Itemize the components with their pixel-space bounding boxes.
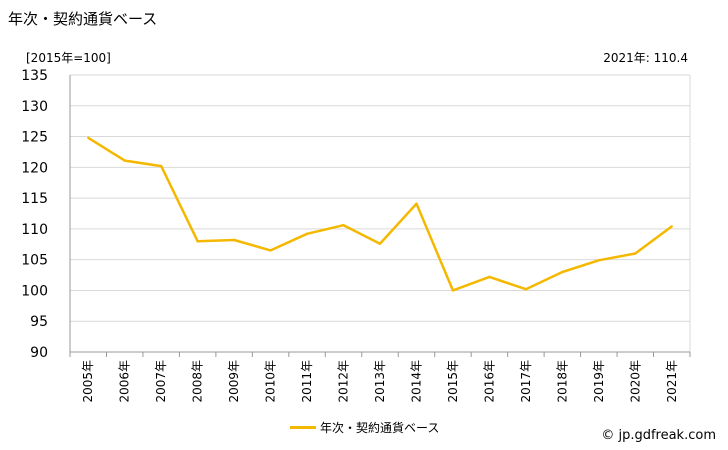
x-tick-label: 2012年 <box>337 360 351 403</box>
series-layer <box>87 136 673 292</box>
data-point <box>269 249 272 252</box>
data-point <box>451 289 455 292</box>
x-tick-label: 2013年 <box>373 360 387 403</box>
y-tick-label: 90 <box>30 345 48 361</box>
x-tick-label: 2019年 <box>592 360 606 403</box>
x-tick-label: 2009年 <box>227 360 241 403</box>
y-tick-label: 105 <box>21 253 48 269</box>
legend: 年次・契約通貨ベース <box>290 419 439 436</box>
x-tick-label: 2010年 <box>264 360 278 403</box>
data-point <box>159 164 163 168</box>
x-tick-label: 2018年 <box>555 360 569 403</box>
y-tick-label: 110 <box>21 222 48 238</box>
data-point <box>87 136 90 139</box>
data-point <box>378 242 382 245</box>
y-tick-label: 100 <box>21 283 48 299</box>
x-tick-label: 2014年 <box>409 360 423 403</box>
x-tick-label: 2005年 <box>81 360 95 403</box>
grid-lines <box>70 74 690 353</box>
x-tick-labels: 2005年 2006年 2007年 2008年 2009年 2010年 2011年 2012年… <box>81 360 679 403</box>
data-point <box>123 159 126 162</box>
x-tick-label: 2016年 <box>482 360 496 403</box>
x-tick-label: 2015年 <box>446 360 460 403</box>
unit-label: [2015年=100] <box>26 51 111 65</box>
y-tick-labels: 90 95 100 105 110 115 120 125 130 135 <box>21 68 48 361</box>
y-tick-label: 95 <box>30 314 48 330</box>
data-point <box>342 223 345 227</box>
y-tick-label: 115 <box>21 191 48 207</box>
data-point <box>305 232 309 236</box>
axes <box>69 75 691 357</box>
data-point <box>232 238 236 242</box>
data-point <box>561 270 564 274</box>
legend-swatch <box>290 426 316 429</box>
y-tick-label: 120 <box>21 160 48 176</box>
series-line <box>87 136 673 292</box>
x-tick-label: 2006年 <box>118 360 132 403</box>
legend-label: 年次・契約通貨ベース <box>320 421 440 435</box>
data-point <box>488 275 491 279</box>
data-point <box>415 202 418 205</box>
data-point <box>524 288 528 291</box>
data-point <box>670 225 673 228</box>
data-point <box>597 259 601 262</box>
y-tick-label: 130 <box>21 99 48 115</box>
x-tick-label: 2011年 <box>300 360 314 403</box>
chart-title: 年次・契約通貨ベース <box>8 10 158 28</box>
data-point <box>196 240 199 243</box>
x-tick-label: 2021年 <box>665 360 679 403</box>
x-tick-label: 2008年 <box>191 360 205 403</box>
latest-value-label: 2021年: 110.4 <box>603 51 688 65</box>
y-tick-label: 135 <box>21 68 48 84</box>
x-tick-label: 2007年 <box>154 360 168 403</box>
x-tick-label: 2017年 <box>519 360 533 403</box>
x-tick-label: 2020年 <box>628 360 642 403</box>
y-tick-label: 125 <box>21 130 48 146</box>
data-point <box>634 252 637 255</box>
source-credit: © jp.gdfreak.com <box>601 428 716 443</box>
